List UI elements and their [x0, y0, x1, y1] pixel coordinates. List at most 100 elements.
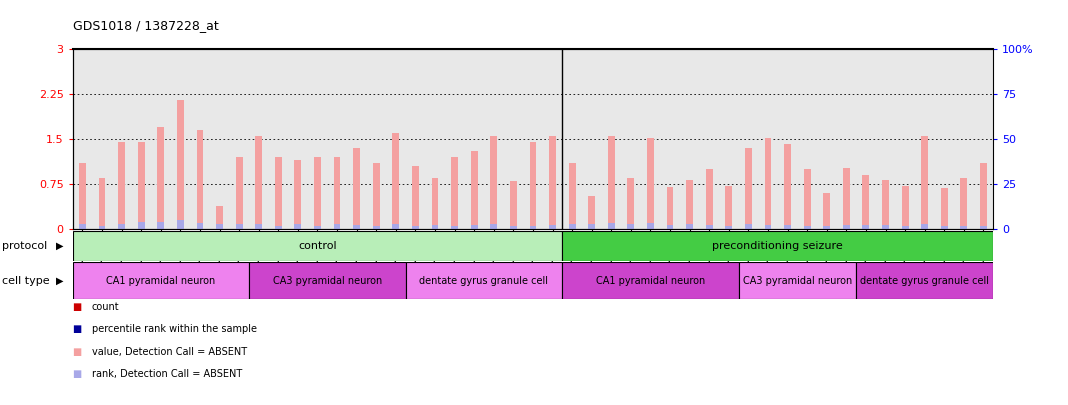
Bar — [236, 157, 242, 229]
Bar — [922, 224, 928, 229]
Bar — [804, 169, 811, 229]
Bar — [197, 223, 203, 229]
Bar — [119, 142, 125, 229]
Bar — [666, 225, 674, 229]
Bar — [863, 225, 869, 229]
Bar — [647, 223, 654, 229]
Bar — [687, 179, 693, 229]
Bar — [666, 187, 674, 229]
Text: ■: ■ — [73, 347, 82, 356]
Text: ▶: ▶ — [56, 241, 63, 251]
Bar — [823, 193, 830, 229]
Bar — [627, 178, 634, 229]
Bar — [765, 225, 771, 229]
Bar — [119, 224, 125, 229]
Text: ■: ■ — [73, 369, 82, 379]
Bar — [863, 175, 869, 229]
Text: rank, Detection Call = ABSENT: rank, Detection Call = ABSENT — [92, 369, 242, 379]
Bar — [295, 160, 301, 229]
Bar — [804, 226, 811, 229]
Bar — [138, 142, 144, 229]
Bar — [490, 136, 498, 229]
Bar — [177, 100, 184, 229]
Bar — [882, 225, 889, 229]
Bar — [608, 136, 615, 229]
Bar — [901, 185, 909, 229]
Bar — [274, 157, 282, 229]
Text: percentile rank within the sample: percentile rank within the sample — [92, 324, 256, 334]
Text: ■: ■ — [73, 302, 82, 312]
Bar — [608, 223, 615, 229]
Text: ▶: ▶ — [56, 276, 63, 286]
Text: dentate gyrus granule cell: dentate gyrus granule cell — [860, 276, 989, 286]
Bar — [216, 206, 223, 229]
Text: protocol: protocol — [2, 241, 47, 251]
Bar — [687, 224, 693, 229]
Bar — [745, 148, 752, 229]
Bar — [784, 143, 791, 229]
Bar — [960, 226, 968, 229]
Bar — [197, 130, 203, 229]
Bar — [765, 138, 771, 229]
Bar — [249, 262, 406, 299]
Bar — [568, 224, 576, 229]
Bar — [980, 163, 987, 229]
Bar — [79, 224, 85, 229]
Bar — [647, 138, 654, 229]
Bar — [549, 136, 556, 229]
Bar — [98, 178, 106, 229]
Bar — [563, 262, 739, 299]
Bar — [530, 142, 536, 229]
Text: CA3 pyramidal neuron: CA3 pyramidal neuron — [272, 276, 382, 286]
Bar — [843, 225, 850, 229]
Bar — [274, 226, 282, 229]
Bar — [295, 224, 301, 229]
Text: preconditioning seizure: preconditioning seizure — [712, 241, 843, 251]
Bar — [530, 226, 536, 229]
Bar — [509, 226, 517, 229]
Bar — [354, 148, 360, 229]
Bar — [392, 224, 399, 229]
Text: value, Detection Call = ABSENT: value, Detection Call = ABSENT — [92, 347, 247, 356]
Bar — [901, 226, 909, 229]
Bar — [706, 225, 712, 229]
Text: control: control — [298, 241, 336, 251]
Bar — [706, 169, 712, 229]
Bar — [392, 133, 399, 229]
Bar — [857, 262, 993, 299]
Bar — [333, 157, 341, 229]
Bar — [73, 262, 249, 299]
Bar — [980, 226, 987, 229]
Bar — [98, 226, 106, 229]
Bar — [451, 157, 458, 229]
Bar — [471, 225, 477, 229]
Bar — [627, 224, 634, 229]
Bar — [412, 226, 419, 229]
Bar — [739, 262, 857, 299]
Text: CA3 pyramidal neuron: CA3 pyramidal neuron — [742, 276, 852, 286]
Bar — [354, 225, 360, 229]
Bar — [73, 231, 563, 261]
Bar — [823, 226, 830, 229]
Bar — [451, 226, 458, 229]
Bar — [843, 168, 850, 229]
Bar — [563, 231, 993, 261]
Bar — [412, 166, 419, 229]
Bar — [255, 224, 262, 229]
Bar — [216, 224, 223, 229]
Bar — [922, 136, 928, 229]
Bar — [431, 178, 439, 229]
Bar — [490, 224, 498, 229]
Text: ■: ■ — [73, 324, 82, 334]
Bar — [314, 157, 320, 229]
Bar — [138, 222, 144, 229]
Bar — [406, 262, 563, 299]
Text: count: count — [92, 302, 120, 312]
Text: CA1 pyramidal neuron: CA1 pyramidal neuron — [106, 276, 216, 286]
Bar — [725, 185, 733, 229]
Bar — [431, 225, 439, 229]
Bar — [255, 136, 262, 229]
Bar — [157, 127, 164, 229]
Text: CA1 pyramidal neuron: CA1 pyramidal neuron — [596, 276, 705, 286]
Bar — [373, 226, 379, 229]
